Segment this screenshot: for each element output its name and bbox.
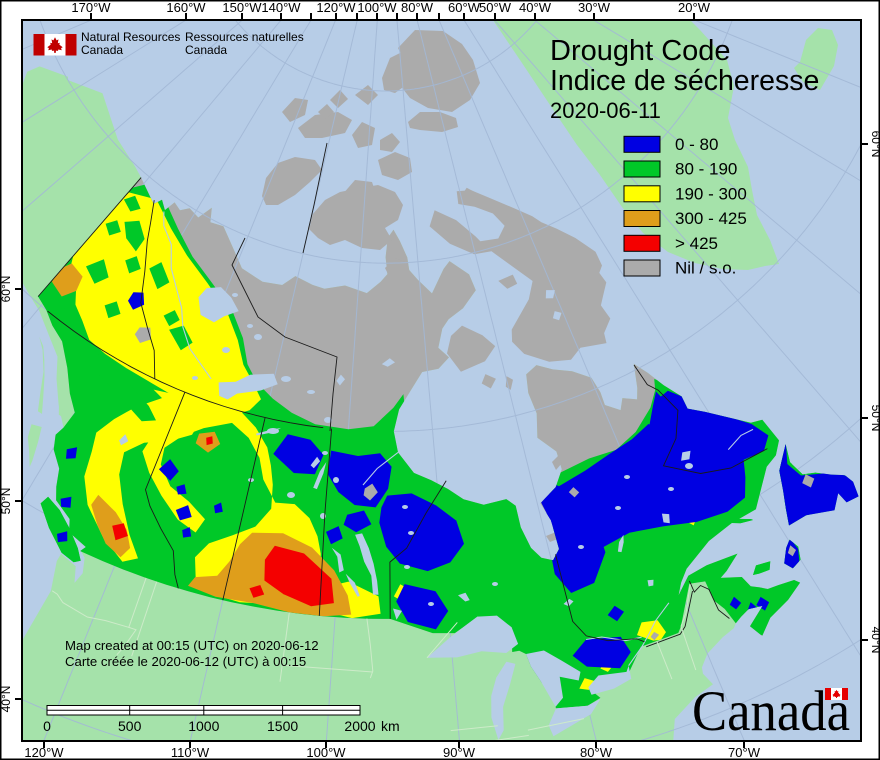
svg-text:Canada: Canada: [692, 680, 850, 743]
svg-text:Nil / s.o.: Nil / s.o.: [675, 259, 736, 278]
svg-text:80°W: 80°W: [580, 745, 613, 760]
svg-text:80°W: 80°W: [401, 0, 434, 15]
svg-text:60°N: 60°N: [0, 276, 13, 303]
svg-text:40°N: 40°N: [0, 686, 13, 713]
svg-text:100°W: 100°W: [306, 745, 346, 760]
svg-text:0: 0: [43, 718, 51, 734]
svg-text:110°W: 110°W: [171, 745, 210, 760]
svg-text:Ressources naturelles: Ressources naturelles: [185, 30, 304, 44]
svg-text:50°W: 50°W: [479, 0, 512, 15]
svg-text:40°N: 40°N: [869, 627, 880, 654]
svg-text:100°W: 100°W: [357, 0, 397, 15]
svg-text:2000: 2000: [344, 718, 375, 734]
svg-text:20°W: 20°W: [678, 0, 711, 15]
svg-text:500: 500: [118, 718, 142, 734]
svg-text:0 - 80: 0 - 80: [675, 135, 718, 154]
svg-text:Canada: Canada: [185, 43, 227, 57]
svg-text:150°W: 150°W: [222, 0, 262, 15]
svg-text:160°W: 160°W: [166, 0, 206, 15]
svg-text:120°W: 120°W: [316, 0, 356, 15]
svg-text:140°W: 140°W: [261, 0, 301, 15]
svg-text:190 - 300: 190 - 300: [675, 184, 747, 203]
svg-text:170°W: 170°W: [71, 0, 111, 15]
svg-text:Drought Code: Drought Code: [550, 35, 731, 67]
svg-text:80 - 190: 80 - 190: [675, 160, 737, 179]
svg-text:1000: 1000: [188, 718, 219, 734]
svg-text:1500: 1500: [267, 718, 298, 734]
svg-text:30°W: 30°W: [578, 0, 611, 15]
svg-text:Map created at 00:15 (UTC) on: Map created at 00:15 (UTC) on 2020-06-12: [65, 638, 319, 653]
svg-text:60°N: 60°N: [869, 131, 880, 158]
svg-text:Natural Resources: Natural Resources: [81, 30, 180, 44]
svg-text:Canada: Canada: [81, 43, 123, 57]
svg-text:Carte créée le 2020-06-12 (UTC: Carte créée le 2020-06-12 (UTC) à 00:15: [65, 654, 306, 669]
svg-text:> 425: > 425: [675, 234, 718, 253]
svg-text:300 - 425: 300 - 425: [675, 209, 747, 228]
svg-text:50°N: 50°N: [0, 488, 13, 515]
svg-text:120°W: 120°W: [24, 745, 64, 760]
svg-text:km: km: [381, 718, 400, 734]
svg-text:2020-06-11: 2020-06-11: [550, 98, 661, 123]
svg-text:40°W: 40°W: [519, 0, 552, 15]
svg-text:50°N: 50°N: [869, 405, 880, 432]
svg-text:90°W: 90°W: [443, 745, 476, 760]
svg-text:Indice de sécheresse: Indice de sécheresse: [550, 65, 819, 97]
svg-text:60°W: 60°W: [448, 0, 481, 15]
svg-text:70°W: 70°W: [728, 745, 761, 760]
